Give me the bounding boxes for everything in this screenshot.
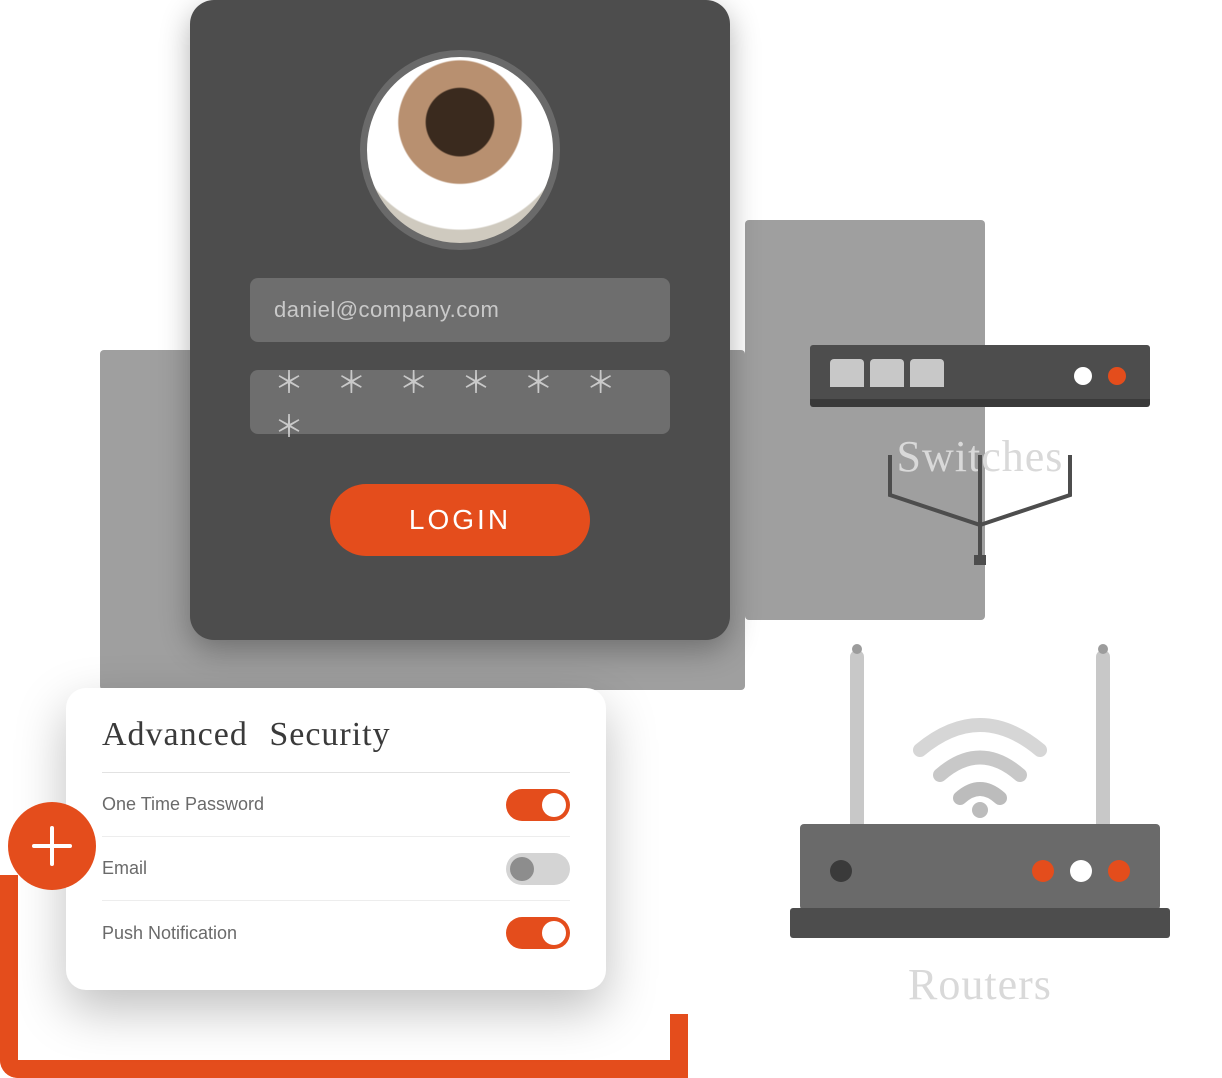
password-mask: ＊ ＊ ＊ ＊ ＊ ＊ ＊ bbox=[274, 358, 646, 446]
security-row-otp: One Time Password bbox=[102, 773, 570, 837]
security-label: Email bbox=[102, 858, 147, 879]
security-row-push: Push Notification bbox=[102, 901, 570, 965]
password-field[interactable]: ＊ ＊ ＊ ＊ ＊ ＊ ＊ bbox=[250, 370, 670, 434]
toggle-push[interactable] bbox=[506, 917, 570, 949]
switch-port-icon bbox=[870, 359, 904, 387]
switch-led-icon bbox=[1074, 367, 1092, 385]
plus-icon bbox=[30, 824, 74, 868]
toggle-knob bbox=[510, 857, 534, 881]
toggle-knob bbox=[542, 793, 566, 817]
toggle-email[interactable] bbox=[506, 853, 570, 885]
toggle-otp[interactable] bbox=[506, 789, 570, 821]
add-button[interactable] bbox=[8, 802, 96, 890]
antenna-icon bbox=[850, 650, 864, 850]
router-device: Routers bbox=[790, 590, 1170, 1010]
switch-led-icon bbox=[1108, 367, 1126, 385]
security-label: One Time Password bbox=[102, 794, 264, 815]
login-button[interactable]: LOGIN bbox=[330, 484, 590, 556]
security-title: Advanced Security bbox=[102, 716, 570, 773]
router-body bbox=[800, 824, 1160, 910]
router-led-icon bbox=[830, 860, 852, 882]
login-card: daniel@company.com ＊ ＊ ＊ ＊ ＊ ＊ ＊ LOGIN bbox=[190, 0, 730, 640]
router-led-icon bbox=[1032, 860, 1054, 882]
switches-device: Switches bbox=[810, 345, 1150, 482]
security-row-email: Email bbox=[102, 837, 570, 901]
router-led-icon bbox=[1070, 860, 1092, 882]
login-button-label: LOGIN bbox=[409, 504, 511, 535]
switch-cables-icon bbox=[870, 455, 1090, 565]
switch-body bbox=[810, 345, 1150, 407]
accent-frame-right bbox=[670, 1014, 688, 1078]
security-label: Push Notification bbox=[102, 923, 237, 944]
antenna-icon bbox=[1096, 650, 1110, 850]
routers-label: Routers bbox=[790, 959, 1170, 1010]
router-led-icon bbox=[1108, 860, 1130, 882]
security-panel: Advanced Security One Time Password Emai… bbox=[66, 688, 606, 990]
email-field[interactable]: daniel@company.com bbox=[250, 278, 670, 342]
toggle-knob bbox=[542, 921, 566, 945]
switch-port-icon bbox=[830, 359, 864, 387]
email-value: daniel@company.com bbox=[274, 297, 499, 323]
avatar bbox=[360, 50, 560, 250]
wifi-icon bbox=[910, 710, 1050, 820]
switch-port-icon bbox=[910, 359, 944, 387]
bg-corner-accent bbox=[105, 305, 165, 350]
router-base bbox=[790, 908, 1170, 938]
